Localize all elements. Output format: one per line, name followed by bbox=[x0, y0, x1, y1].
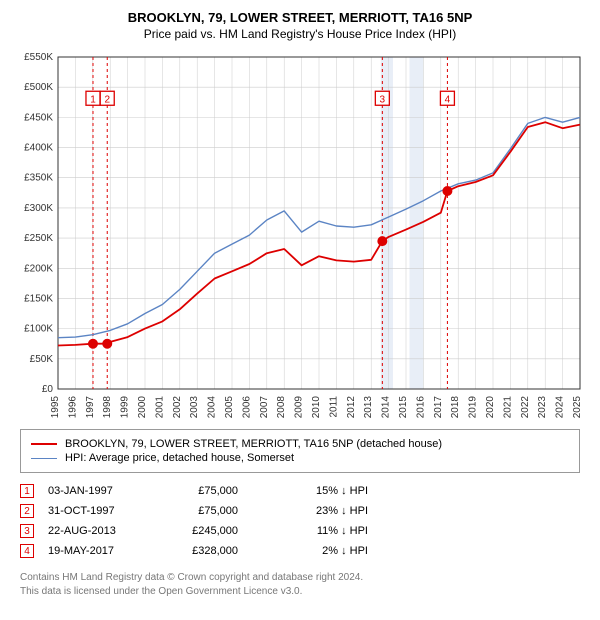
legend-box: BROOKLYN, 79, LOWER STREET, MERRIOTT, TA… bbox=[20, 429, 580, 473]
chart-area: £0 £50K £100K £150K £200K £250K £300K £350K £400… bbox=[10, 49, 590, 419]
x-tick-label: 2008 bbox=[276, 396, 287, 419]
y-tick-label: £100K bbox=[24, 324, 53, 335]
x-tick-label: 1997 bbox=[85, 396, 96, 419]
y-tick-label: £0 bbox=[42, 384, 54, 395]
x-tick-label: 2010 bbox=[311, 396, 322, 419]
x-tick-label: 2014 bbox=[381, 396, 392, 419]
legend-swatch bbox=[31, 443, 57, 445]
y-tick-label: £50K bbox=[30, 354, 54, 365]
event-price: £245,000 bbox=[168, 525, 268, 537]
x-tick-label: 2009 bbox=[294, 396, 305, 419]
event-number-label: 3 bbox=[380, 94, 386, 105]
legend-row: HPI: Average price, detached house, Some… bbox=[31, 452, 569, 464]
legend-swatch bbox=[31, 458, 57, 459]
event-price: £328,000 bbox=[168, 545, 268, 557]
legend-label: HPI: Average price, detached house, Some… bbox=[65, 452, 294, 464]
event-marker-dot bbox=[443, 187, 452, 196]
x-tick-label: 2006 bbox=[241, 396, 252, 419]
x-tick-label: 2018 bbox=[450, 396, 461, 419]
x-tick-label: 2024 bbox=[555, 396, 566, 419]
x-tick-label: 2012 bbox=[346, 396, 357, 419]
event-diff: 23% ↓ HPI bbox=[268, 505, 368, 517]
y-tick-label: £300K bbox=[24, 203, 53, 214]
x-tick-label: 2016 bbox=[415, 396, 426, 419]
x-tick-label: 2013 bbox=[363, 396, 374, 419]
event-diff: 15% ↓ HPI bbox=[268, 485, 368, 497]
event-price: £75,000 bbox=[168, 505, 268, 517]
x-tick-label: 2023 bbox=[537, 396, 548, 419]
y-tick-label: £200K bbox=[24, 263, 53, 274]
footer-line-1: Contains HM Land Registry data © Crown c… bbox=[20, 571, 580, 585]
event-date: 19-MAY-2017 bbox=[48, 545, 168, 557]
event-row: 1 03-JAN-1997£75,00015% ↓ HPI bbox=[20, 481, 580, 501]
event-row-number: 3 bbox=[20, 524, 34, 538]
event-diff: 11% ↓ HPI bbox=[268, 525, 368, 537]
footer-line-2: This data is licensed under the Open Gov… bbox=[20, 585, 580, 599]
event-number-label: 2 bbox=[104, 94, 110, 105]
y-tick-label: £250K bbox=[24, 233, 53, 244]
chart-subtitle: Price paid vs. HM Land Registry's House … bbox=[10, 27, 590, 41]
x-tick-label: 2000 bbox=[137, 396, 148, 419]
y-tick-label: £350K bbox=[24, 173, 53, 184]
x-tick-label: 2002 bbox=[172, 396, 183, 419]
x-tick-label: 1996 bbox=[67, 396, 78, 419]
x-tick-label: 1995 bbox=[50, 396, 61, 419]
event-marker-dot bbox=[103, 339, 112, 348]
x-tick-label: 2020 bbox=[485, 396, 496, 419]
event-row: 3 22-AUG-2013£245,00011% ↓ HPI bbox=[20, 521, 580, 541]
event-marker-dot bbox=[88, 339, 97, 348]
legend-label: BROOKLYN, 79, LOWER STREET, MERRIOTT, TA… bbox=[65, 438, 442, 450]
x-tick-label: 2003 bbox=[189, 396, 200, 419]
y-tick-label: £550K bbox=[24, 52, 53, 63]
event-row-number: 1 bbox=[20, 484, 34, 498]
event-row: 4 19-MAY-2017£328,0002% ↓ HPI bbox=[20, 541, 580, 561]
x-tick-label: 2001 bbox=[154, 396, 165, 419]
y-tick-label: £500K bbox=[24, 82, 53, 93]
chart-container: BROOKLYN, 79, LOWER STREET, MERRIOTT, TA… bbox=[0, 0, 600, 607]
event-row-number: 2 bbox=[20, 504, 34, 518]
x-tick-label: 2019 bbox=[468, 396, 479, 419]
event-row-number: 4 bbox=[20, 544, 34, 558]
x-tick-label: 2025 bbox=[572, 396, 583, 419]
event-row: 2 31-OCT-1997£75,00023% ↓ HPI bbox=[20, 501, 580, 521]
x-tick-label: 2015 bbox=[398, 396, 409, 419]
event-number-label: 1 bbox=[90, 94, 96, 105]
event-date: 22-AUG-2013 bbox=[48, 525, 168, 537]
event-diff: 2% ↓ HPI bbox=[268, 545, 368, 557]
legend-row: BROOKLYN, 79, LOWER STREET, MERRIOTT, TA… bbox=[31, 438, 569, 450]
line-chart-svg: £0 £50K £100K £150K £200K £250K £300K £350K £400… bbox=[10, 49, 590, 419]
chart-title: BROOKLYN, 79, LOWER STREET, MERRIOTT, TA… bbox=[10, 10, 590, 25]
footer-attribution: Contains HM Land Registry data © Crown c… bbox=[20, 571, 580, 599]
y-tick-label: £400K bbox=[24, 143, 53, 154]
x-tick-label: 2004 bbox=[207, 396, 218, 419]
x-tick-label: 2007 bbox=[259, 396, 270, 419]
x-tick-label: 2005 bbox=[224, 396, 235, 419]
event-number-label: 4 bbox=[445, 94, 451, 105]
x-tick-label: 2017 bbox=[433, 396, 444, 419]
event-marker-dot bbox=[378, 237, 387, 246]
event-date: 31-OCT-1997 bbox=[48, 505, 168, 517]
x-tick-label: 2011 bbox=[328, 396, 339, 418]
x-tick-label: 1999 bbox=[120, 396, 131, 419]
event-price: £75,000 bbox=[168, 485, 268, 497]
y-tick-label: £450K bbox=[24, 112, 53, 123]
x-tick-label: 1998 bbox=[102, 396, 113, 419]
event-date: 03-JAN-1997 bbox=[48, 485, 168, 497]
events-table: 1 03-JAN-1997£75,00015% ↓ HPI 2 31-OCT-1997… bbox=[20, 481, 580, 561]
y-tick-label: £150K bbox=[24, 293, 53, 304]
x-tick-label: 2021 bbox=[502, 396, 513, 419]
x-tick-label: 2022 bbox=[520, 396, 531, 419]
